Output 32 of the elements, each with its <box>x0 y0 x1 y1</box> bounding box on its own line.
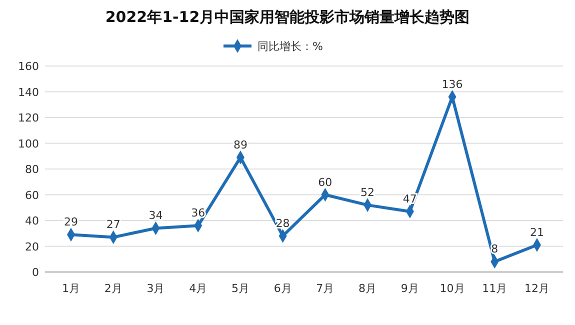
x-tick-label: 6月 <box>274 282 292 295</box>
data-label: 52 <box>360 186 375 200</box>
legend-label: 同比增长：% <box>258 40 323 53</box>
x-tick-label: 7月 <box>316 282 334 295</box>
x-tick-label: 11月 <box>482 282 508 295</box>
data-label: 21 <box>530 226 544 239</box>
data-label: 89 <box>233 138 248 152</box>
y-tick-label: 20 <box>25 240 39 254</box>
y-tick-label: 100 <box>18 137 39 150</box>
x-tick-label: 3月 <box>146 282 165 295</box>
data-label: 36 <box>191 206 206 220</box>
data-label: 34 <box>148 209 163 222</box>
x-tick-label: 1月 <box>62 282 80 295</box>
x-tick-label: 8月 <box>358 282 377 295</box>
data-label: 29 <box>64 216 78 229</box>
data-label: 60 <box>318 176 332 189</box>
x-tick-label: 10月 <box>440 282 465 295</box>
y-tick-label: 60 <box>25 188 39 202</box>
x-tick-label: 12月 <box>524 282 550 295</box>
y-tick-label: 160 <box>18 60 39 73</box>
y-tick-label: 40 <box>25 214 39 228</box>
y-tick-label: 140 <box>18 86 39 99</box>
y-tick-label: 80 <box>25 163 39 176</box>
x-tick-label: 5月 <box>231 282 250 295</box>
y-tick-label: 120 <box>18 112 39 124</box>
y-tick-label: 0 <box>32 266 39 279</box>
data-label: 27 <box>106 218 120 232</box>
x-tick-label: 2月 <box>104 282 122 295</box>
chart-title: 2022年1-12月中国家用智能投影市场销量增长趋势图 <box>105 8 470 26</box>
data-label: 136 <box>442 78 463 91</box>
x-tick-label: 4月 <box>189 282 208 295</box>
x-tick-label: 9月 <box>400 282 419 295</box>
